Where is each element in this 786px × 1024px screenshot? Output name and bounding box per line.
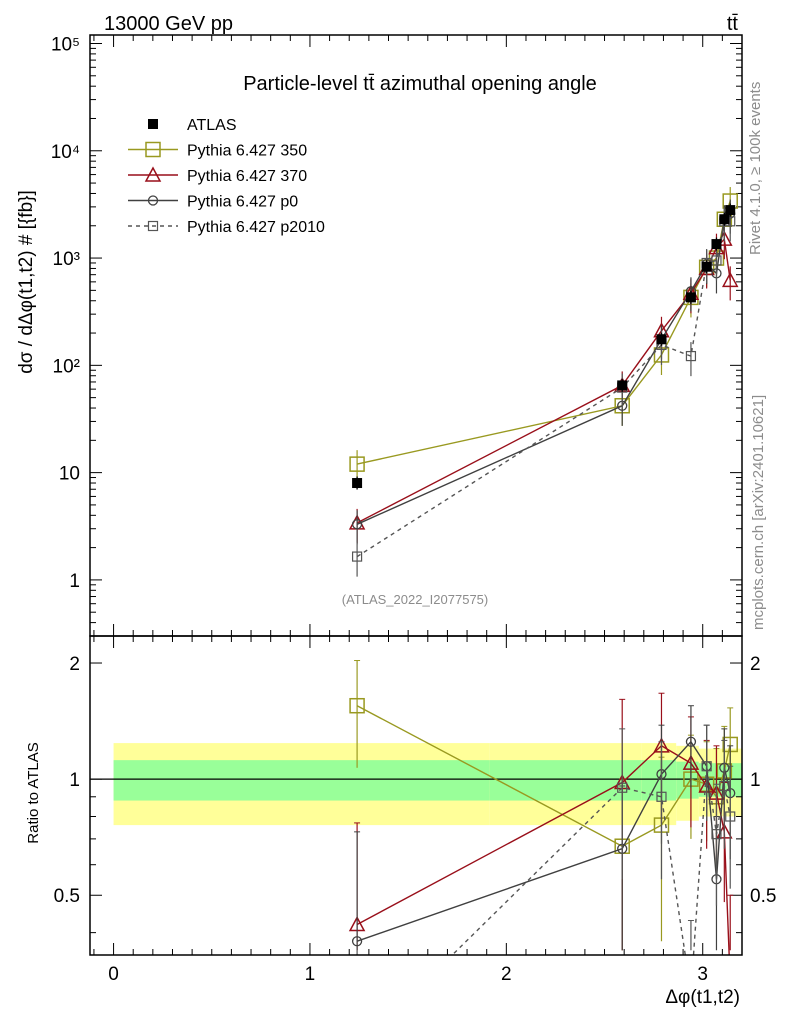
legend-item: Pythia 6.427 p2010 — [128, 219, 325, 236]
data-point — [685, 292, 696, 303]
ratio-line — [356, 744, 730, 955]
ratio-series-pythia-6.427-p0 — [351, 705, 736, 951]
data-point — [656, 334, 667, 345]
ratio-band-inner — [676, 761, 699, 799]
ratio-tick-label-right: 2 — [750, 654, 761, 675]
x-tick-label: 2 — [501, 964, 512, 985]
data-point — [725, 205, 736, 216]
y-tick-label: 10³ — [53, 249, 80, 270]
ratio-tick-label: 2 — [69, 654, 80, 675]
atlas-data — [352, 203, 736, 490]
ratio-panel-frame — [89, 635, 743, 956]
y-axis-label: dσ / dΔφ(t1,t2) # [{fb}] — [16, 190, 37, 374]
legend-label: ATLAS — [187, 117, 237, 134]
legend-item: Pythia 6.427 350 — [128, 141, 307, 160]
series-point — [711, 255, 722, 266]
legend-item: Pythia 6.427 p0 — [128, 194, 298, 211]
series-line — [356, 200, 731, 465]
series-pythia-6.427-p0 — [351, 199, 736, 545]
ratio-tick-label: 1 — [69, 770, 80, 791]
rivet-label: Rivet 4.1.0, ≥ 100k events — [747, 82, 764, 255]
series-line — [356, 237, 731, 524]
series-line — [356, 220, 731, 558]
series-point — [349, 456, 365, 472]
ratio-band-inner — [113, 760, 490, 801]
mcplots-label: mcplots.cern.ch [arXiv:2401.10621] — [750, 395, 767, 630]
ratio-line — [451, 766, 731, 955]
legend-label: Pythia 6.427 p2010 — [187, 219, 325, 236]
ratio-point — [719, 780, 730, 792]
ratio-point — [685, 736, 697, 747]
y-tick-label: 10⁴ — [51, 142, 80, 163]
series-pythia-6.427-370 — [348, 225, 739, 543]
x-tick-label: 1 — [305, 964, 316, 985]
ratio-line — [356, 740, 731, 942]
legend-label: Pythia 6.427 350 — [187, 143, 307, 160]
ratio-point — [723, 974, 737, 987]
ratio-y-axis-label: Ratio to ATLAS — [25, 742, 42, 843]
data-point — [711, 239, 722, 250]
ratio-tick-label-right: 0.5 — [750, 886, 776, 907]
data-point — [617, 380, 628, 391]
chart-title: Particle-level tt̄ azimuthal opening ang… — [243, 73, 597, 95]
series-point — [351, 519, 363, 530]
ratio-point — [349, 697, 365, 714]
y-tick-label: 10⁵ — [51, 34, 80, 55]
y-tick-label: 10² — [53, 356, 80, 377]
y-tick-label: 10 — [59, 464, 80, 485]
y-tick-label: 1 — [69, 571, 80, 592]
series-pythia-6.427-p2010 — [351, 207, 736, 577]
x-tick-label: 3 — [697, 964, 708, 985]
analysis-tag: (ATLAS_2022_I2077575) — [342, 592, 488, 607]
series-point — [351, 551, 363, 562]
data-point — [352, 478, 363, 489]
legend-marker — [148, 119, 158, 129]
x-tick-label: 0 — [108, 964, 119, 985]
ratio-tick-label-right: 1 — [750, 770, 761, 791]
ratio-point — [617, 782, 628, 793]
ratio-series-pythia-6.427-370 — [348, 692, 737, 987]
energy-label: 13000 GeV pp — [104, 13, 233, 35]
legend-marker — [144, 166, 162, 182]
legend-marker — [147, 220, 159, 232]
ratio-tick-label: 0.5 — [54, 886, 80, 907]
legend-marker — [145, 141, 161, 158]
ratio-point — [351, 936, 363, 947]
ratio-series-pythia-6.427-p2010 — [354, 724, 736, 955]
ratio-point — [701, 761, 712, 772]
series-point — [685, 350, 697, 362]
ratio-point — [711, 829, 722, 840]
series-point — [721, 271, 739, 288]
data-point — [719, 214, 730, 225]
data-point — [701, 261, 712, 272]
process-label: tt̄ — [727, 13, 739, 35]
ratio-point — [656, 791, 667, 802]
series-pythia-6.427-350 — [349, 187, 738, 485]
legend-item: Pythia 6.427 370 — [128, 166, 307, 185]
x-axis-label: Δφ(t1,t2) — [665, 987, 740, 1008]
series-line — [356, 213, 731, 525]
legend-label: Pythia 6.427 370 — [187, 168, 307, 185]
ratio-point — [725, 811, 736, 822]
legend-marker — [147, 195, 159, 206]
legend-label: Pythia 6.427 p0 — [187, 194, 298, 211]
legend-item: ATLAS — [148, 117, 237, 134]
